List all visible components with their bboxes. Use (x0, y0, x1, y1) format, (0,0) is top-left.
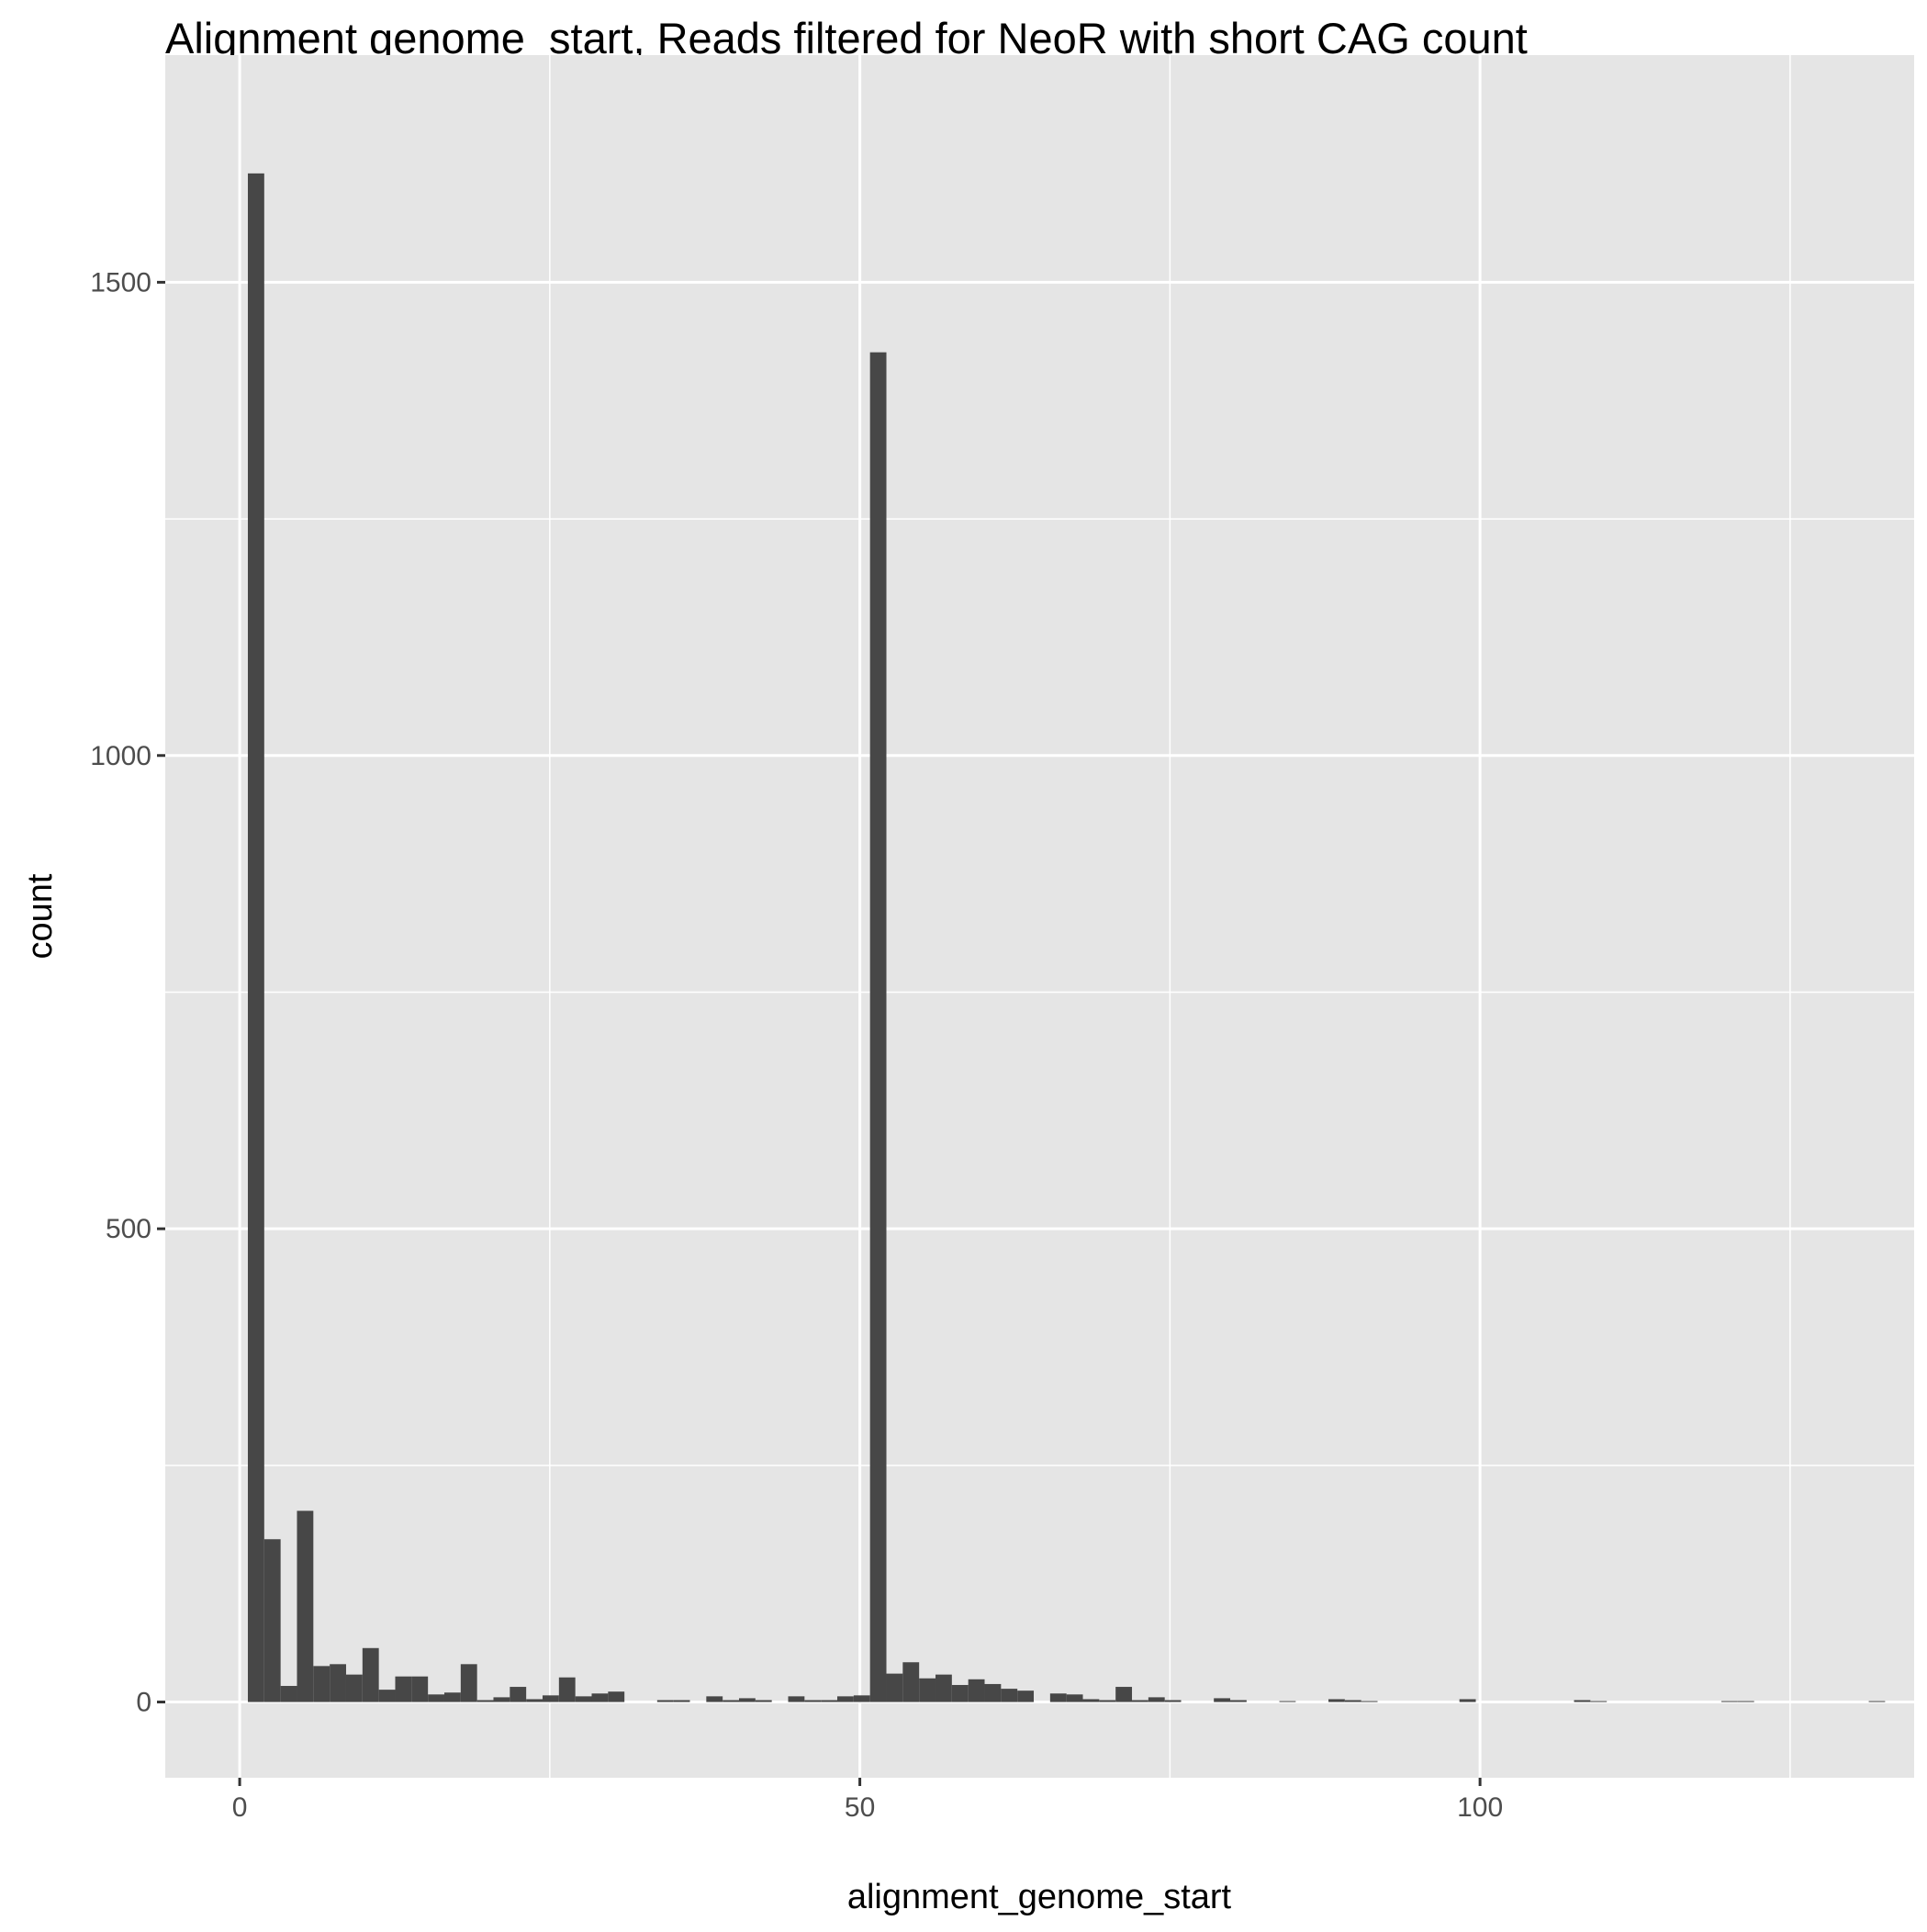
histogram-bar (510, 1687, 527, 1702)
histogram-bar (919, 1678, 936, 1702)
histogram-bar (821, 1700, 838, 1702)
histogram-bar (330, 1664, 346, 1702)
plot-panel (165, 55, 1914, 1778)
histogram-bar (411, 1676, 429, 1702)
histogram-bar (1099, 1700, 1116, 1702)
histogram-bar (951, 1684, 969, 1702)
histogram-bar (788, 1696, 805, 1702)
histogram-bar (608, 1691, 625, 1702)
histogram-bar (886, 1673, 903, 1702)
chart-title: Alignment genome_start, Reads filtered f… (165, 14, 1528, 62)
histogram-bar (313, 1666, 331, 1702)
histogram-bar (1164, 1700, 1182, 1702)
histogram-bars (247, 173, 1886, 1702)
x-axis: 0 50 100 (232, 1778, 1503, 1823)
x-tick-label: 0 (232, 1792, 248, 1823)
histogram-bar (755, 1700, 772, 1702)
y-axis: 0 500 1000 1500 (90, 267, 165, 1718)
histogram-bar (345, 1674, 363, 1702)
histogram-bar (558, 1677, 576, 1702)
x-axis-title: alignment_genome_start (847, 1878, 1232, 1916)
histogram-bar (591, 1693, 609, 1702)
histogram-bar (804, 1700, 822, 1702)
histogram-bar (280, 1686, 297, 1702)
y-tick-label: 1500 (90, 267, 151, 298)
histogram-bar (263, 1539, 281, 1702)
histogram-bar (378, 1690, 396, 1702)
histogram-bar (575, 1696, 592, 1702)
major-gridlines (165, 55, 1914, 1778)
histogram-bar (673, 1700, 690, 1702)
histogram-bar (1001, 1689, 1018, 1702)
histogram-bar (1148, 1697, 1165, 1702)
histogram-bar (984, 1683, 1002, 1702)
histogram-bar (1214, 1698, 1231, 1702)
histogram-bar (395, 1676, 412, 1702)
histogram-bar (362, 1647, 379, 1702)
histogram-bar (526, 1699, 543, 1702)
histogram-bar (460, 1664, 477, 1702)
histogram-bar (297, 1511, 314, 1702)
histogram-bar (837, 1696, 854, 1702)
histogram-bar (869, 352, 887, 1702)
histogram-bar (853, 1695, 870, 1702)
histogram-bar (1344, 1700, 1361, 1702)
histogram-bar (706, 1696, 723, 1702)
histogram-bar (935, 1674, 952, 1702)
histogram-bar (1017, 1690, 1035, 1702)
histogram-bar (656, 1700, 674, 1702)
histogram-bar (493, 1697, 510, 1702)
minor-gridlines (165, 55, 1914, 1778)
histogram-bar (1115, 1687, 1133, 1702)
histogram-bar (1230, 1700, 1247, 1702)
histogram-bar (476, 1700, 494, 1702)
histogram-bar (1328, 1699, 1345, 1702)
x-tick-label: 50 (845, 1792, 875, 1823)
histogram-bar (1082, 1699, 1100, 1702)
y-tick-label: 1000 (90, 741, 151, 771)
histogram-bar (247, 173, 264, 1702)
histogram-bar (428, 1694, 444, 1702)
x-tick-label: 100 (1457, 1792, 1503, 1823)
histogram-bar (1049, 1693, 1067, 1702)
histogram-bar (902, 1662, 920, 1702)
histogram-bar (1066, 1694, 1083, 1702)
histogram-bar (1574, 1700, 1591, 1702)
histogram-bar (1459, 1699, 1476, 1702)
histogram-bar (542, 1695, 559, 1702)
y-tick-label: 0 (136, 1688, 151, 1718)
histogram-bar (968, 1679, 985, 1702)
histogram-bar (1132, 1700, 1148, 1702)
histogram-bar (443, 1692, 461, 1702)
histogram-bar (739, 1698, 756, 1702)
y-tick-label: 500 (106, 1214, 151, 1244)
histogram-bar (723, 1700, 740, 1702)
y-axis-title: count (21, 873, 60, 959)
